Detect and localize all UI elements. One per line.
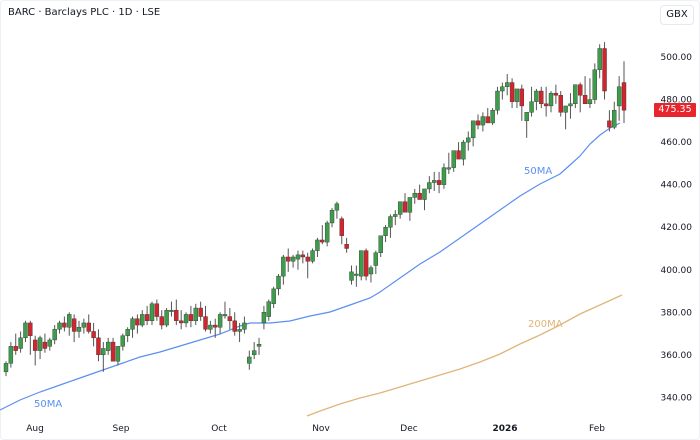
x-tick-label: Oct	[211, 424, 227, 434]
x-tick-label: Aug	[26, 424, 44, 434]
y-tick-label: 500.00	[661, 53, 693, 63]
y-tick-label: 400.00	[661, 266, 693, 276]
x-tick-label: Nov	[312, 424, 330, 434]
x-tick-label: Sep	[113, 424, 130, 434]
x-tick-label: Dec	[400, 424, 417, 434]
svg-text:200MA: 200MA	[528, 319, 563, 330]
currency-button[interactable]: GBX	[660, 5, 694, 25]
y-tick-label: 360.00	[661, 351, 693, 361]
ma200-line	[306, 294, 623, 417]
y-tick-label: 480.00	[661, 96, 693, 106]
last-price-badge: 475.35	[654, 103, 696, 117]
x-tick-label: Feb	[589, 424, 605, 434]
x-tick-label: 2026	[492, 424, 517, 434]
chart-title: BARC · Barclays PLC · 1D · LSE	[8, 7, 161, 18]
y-axis: 340.00 360.00 380.00 400.00 420.00 440.00 460.…	[661, 53, 693, 403]
y-tick-label: 340.00	[661, 393, 693, 403]
y-tick-label: 420.00	[661, 223, 693, 233]
y-tick-label: 380.00	[661, 308, 693, 318]
ma-labels: 50MA 50MA 200MA	[34, 166, 563, 410]
y-tick-label: 460.00	[661, 138, 693, 148]
x-axis: Aug Sep Oct Nov Dec 2026 Feb	[26, 424, 605, 434]
svg-text:50MA: 50MA	[524, 166, 552, 177]
svg-text:50MA: 50MA	[34, 399, 62, 410]
ma50-line	[0, 122, 621, 411]
y-tick-label: 440.00	[661, 181, 693, 191]
candlesticks	[3, 42, 627, 377]
